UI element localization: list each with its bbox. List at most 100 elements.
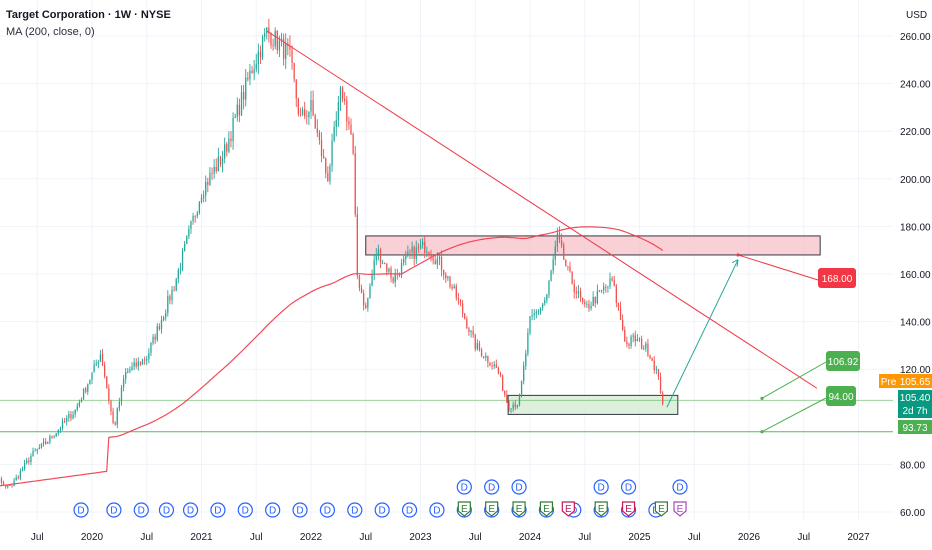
candle [188,225,190,240]
earnings-marker-shape [654,501,668,517]
candle [179,262,182,275]
candle [320,132,323,163]
candle [485,352,487,362]
candle [354,145,356,218]
candle-body [339,87,342,103]
candle-body [590,306,592,309]
candle [158,323,161,331]
candle [567,265,569,271]
candle [177,267,179,284]
pre-label-text: Pre [881,377,897,388]
candle [53,434,55,439]
candle-body [512,404,514,409]
candle [202,190,205,203]
countdown-text: 2d 7h [902,406,927,417]
candle [421,238,424,249]
candle-body [310,99,312,112]
dividend-marker-circle [133,502,149,518]
candle [139,361,142,366]
candle-body [312,99,314,116]
earnings-marker-text: E [677,504,684,515]
candle-body [603,286,605,291]
candle-body [653,360,655,370]
candle-body [379,249,382,264]
candle-body [413,247,415,259]
candle-body [120,387,123,402]
candle-body [325,158,327,173]
candle [626,336,628,348]
candle-body [455,286,457,299]
dividend-marker-circle [429,502,445,518]
y-axis[interactable]: USD 260.00 240.00 220.00 200.00 180.00 160.00 1… [900,10,931,519]
candle-body [238,104,241,116]
dividend-marker-circle [347,502,363,518]
candle [173,285,175,292]
indicator-legend[interactable]: MA (200, close, 0) [6,26,95,38]
candle [341,86,344,103]
candle-body [459,299,462,304]
candle [232,112,234,150]
candle [318,130,321,145]
candle [472,325,474,338]
candle-body [438,256,441,259]
earnings-marker-text: E [516,504,523,515]
candle [293,62,295,83]
dividend-marker-text: D [379,506,386,517]
candle [30,453,32,466]
candle [186,235,188,245]
candle [529,316,531,336]
candle [116,407,118,429]
candle [598,290,601,293]
candle-body [175,279,177,291]
candle [390,265,392,283]
dividend-marker-circle [401,502,418,518]
candle [348,116,350,130]
candle-body [594,296,596,304]
candle [636,334,639,342]
candle-body [354,153,356,215]
candles-layer [0,18,664,489]
candle [632,333,634,343]
candle-body [638,338,641,340]
candle [74,409,76,418]
candle-body [611,278,613,281]
candle-body [341,87,344,99]
candle-body [108,387,110,401]
chart-grid [0,0,893,520]
candle [184,240,186,252]
candle-body [356,214,358,276]
candle [70,411,72,422]
last-price-bg [898,390,932,418]
dividend-marker: D [158,502,175,518]
dividend-marker-circle [182,502,199,518]
candle [369,283,371,299]
last-price-text: 105.40 [900,393,931,404]
candle [45,437,47,445]
candle-body [523,365,525,382]
candle [501,374,504,392]
candle [468,326,470,336]
candle-body [293,63,295,80]
candle [112,407,114,425]
candle [531,309,533,321]
candle [268,18,270,43]
candle [169,294,171,305]
candle-body [304,109,306,117]
candle [455,283,457,301]
candle-body [179,268,182,271]
candle-body [617,302,620,308]
candle-body [137,361,139,367]
candle [590,301,592,311]
candle-body [249,70,251,80]
candle-body [261,36,264,58]
candle-body [533,313,535,316]
candle-body [53,436,55,438]
candle [362,289,365,311]
candle-body [282,38,285,59]
candle [613,276,615,287]
candle [291,45,293,70]
candle-body [276,30,278,51]
candle-body [274,30,276,47]
x-axis[interactable]: Jul 2020 Jul 2021 Jul 2022 Jul 2023 Jul 2024 Jul 20… [31,532,870,543]
